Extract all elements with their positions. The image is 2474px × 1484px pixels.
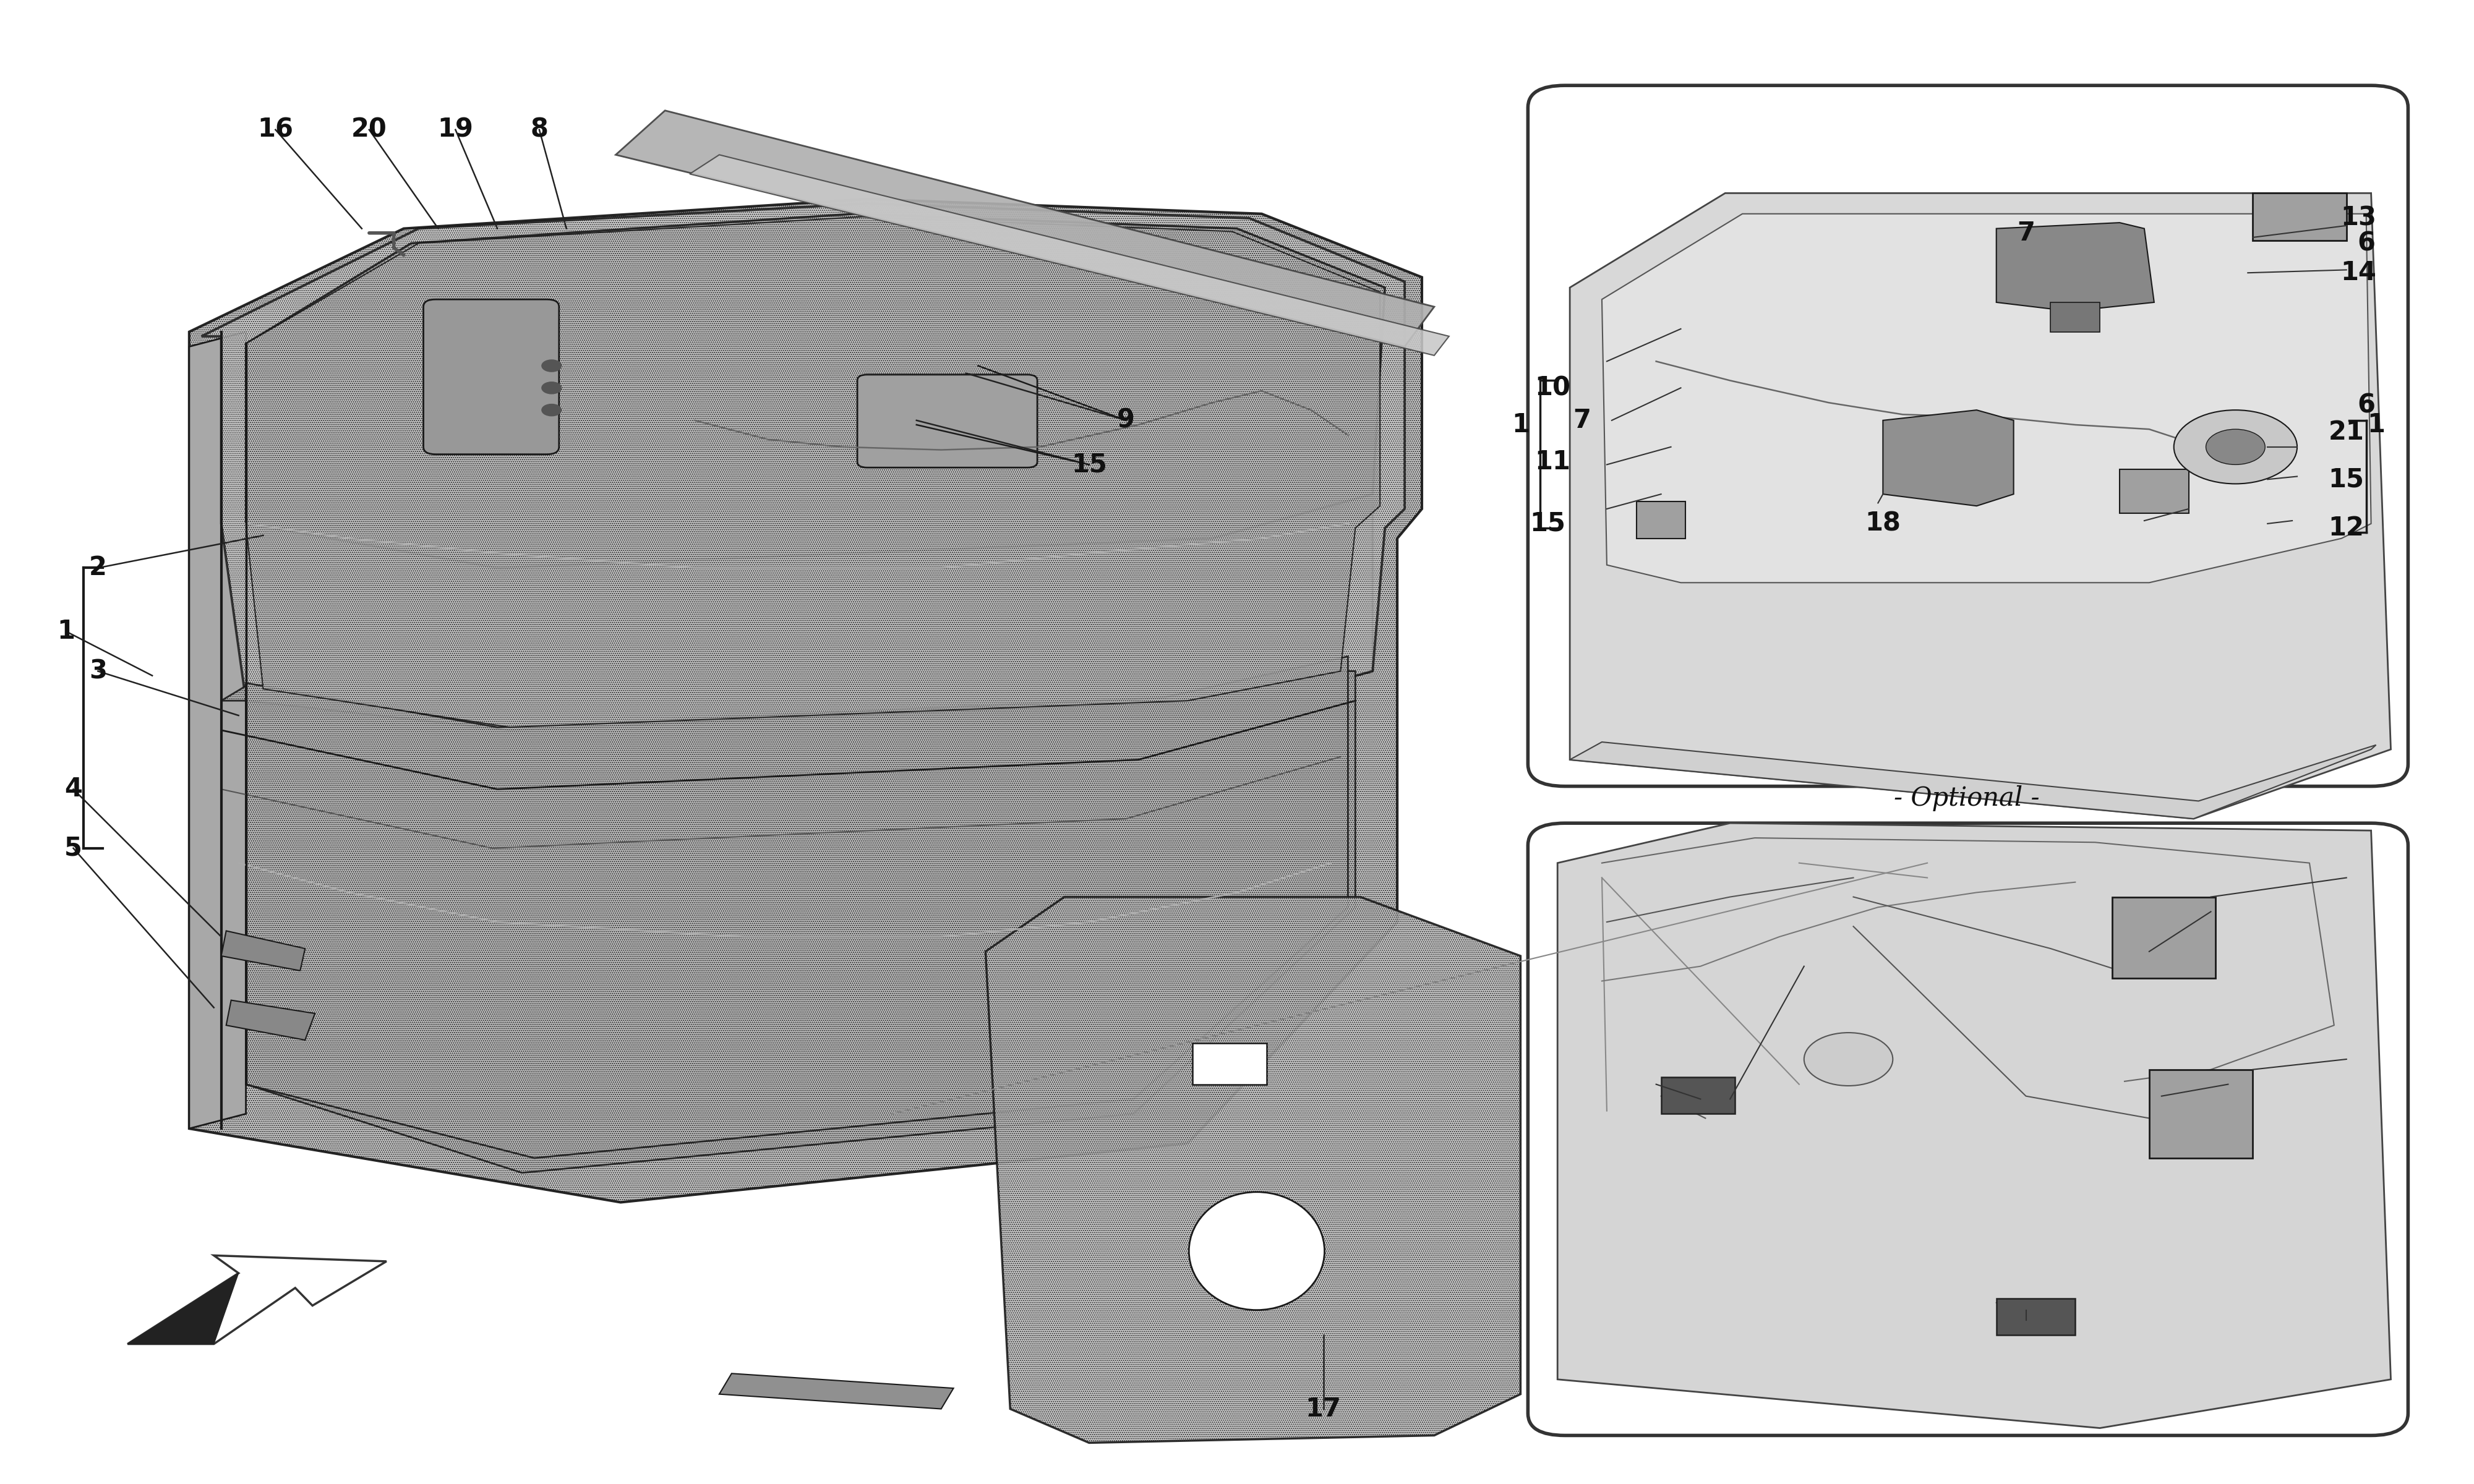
Text: 4: 4 <box>64 776 82 803</box>
Polygon shape <box>245 656 1348 1158</box>
Text: 1: 1 <box>1512 411 1529 438</box>
Polygon shape <box>1997 223 2155 312</box>
Bar <box>1660 1077 1734 1114</box>
FancyBboxPatch shape <box>1529 86 2407 787</box>
Polygon shape <box>616 110 1435 347</box>
Text: 21: 21 <box>2328 418 2365 445</box>
Text: 1: 1 <box>57 619 74 644</box>
Text: 7: 7 <box>2016 220 2036 246</box>
Bar <box>1997 1298 2076 1336</box>
Text: 16: 16 <box>257 117 294 142</box>
Bar <box>2120 469 2189 513</box>
FancyBboxPatch shape <box>1529 824 2407 1435</box>
Circle shape <box>2207 429 2266 464</box>
Polygon shape <box>129 1255 386 1345</box>
Text: 3: 3 <box>89 659 106 684</box>
Polygon shape <box>1559 824 2390 1428</box>
Ellipse shape <box>1190 1192 1324 1310</box>
Bar <box>1192 1043 1267 1085</box>
Polygon shape <box>985 896 1522 1442</box>
Polygon shape <box>225 1000 314 1040</box>
Polygon shape <box>1883 410 2014 506</box>
Text: 7: 7 <box>1573 408 1591 433</box>
FancyBboxPatch shape <box>423 300 559 454</box>
Text: 15: 15 <box>1529 510 1566 537</box>
Circle shape <box>1804 1033 1893 1086</box>
Circle shape <box>542 381 562 393</box>
Text: 15: 15 <box>1071 451 1106 478</box>
Text: 14: 14 <box>2340 260 2378 286</box>
Polygon shape <box>1571 193 2390 819</box>
Bar <box>2254 193 2345 240</box>
Polygon shape <box>220 930 304 971</box>
Text: 6: 6 <box>2358 393 2375 418</box>
Text: 11: 11 <box>1534 448 1571 475</box>
Text: 15: 15 <box>2328 466 2365 493</box>
Polygon shape <box>245 214 1385 568</box>
Polygon shape <box>129 1273 238 1345</box>
Polygon shape <box>188 199 1423 1202</box>
Text: 9: 9 <box>1118 408 1136 433</box>
Bar <box>2150 1070 2254 1158</box>
Text: 20: 20 <box>351 117 386 142</box>
Text: 18: 18 <box>1865 510 1900 537</box>
Polygon shape <box>245 217 1380 727</box>
Bar <box>1635 502 1685 539</box>
Polygon shape <box>1571 742 2375 819</box>
Circle shape <box>542 359 562 371</box>
Text: 13: 13 <box>2340 205 2378 232</box>
Text: 19: 19 <box>438 117 473 142</box>
Polygon shape <box>200 203 1405 742</box>
Bar <box>2113 896 2217 978</box>
Text: 2: 2 <box>89 555 106 580</box>
FancyBboxPatch shape <box>858 374 1037 467</box>
Circle shape <box>542 404 562 416</box>
Polygon shape <box>1601 214 2370 583</box>
Text: 10: 10 <box>1534 375 1571 401</box>
Polygon shape <box>2051 303 2100 332</box>
Polygon shape <box>188 332 245 1128</box>
Polygon shape <box>690 154 1450 356</box>
Polygon shape <box>245 494 1373 745</box>
Text: - Optional -: - Optional - <box>1895 785 2039 812</box>
Text: 17: 17 <box>1306 1396 1341 1422</box>
Text: 1: 1 <box>2368 411 2385 438</box>
Text: 8: 8 <box>529 117 549 142</box>
Polygon shape <box>720 1374 952 1408</box>
Polygon shape <box>220 671 1356 1172</box>
Circle shape <box>2175 410 2298 484</box>
Text: 12: 12 <box>2328 515 2365 542</box>
Text: 6: 6 <box>2358 230 2375 257</box>
Text: 5: 5 <box>64 835 82 861</box>
